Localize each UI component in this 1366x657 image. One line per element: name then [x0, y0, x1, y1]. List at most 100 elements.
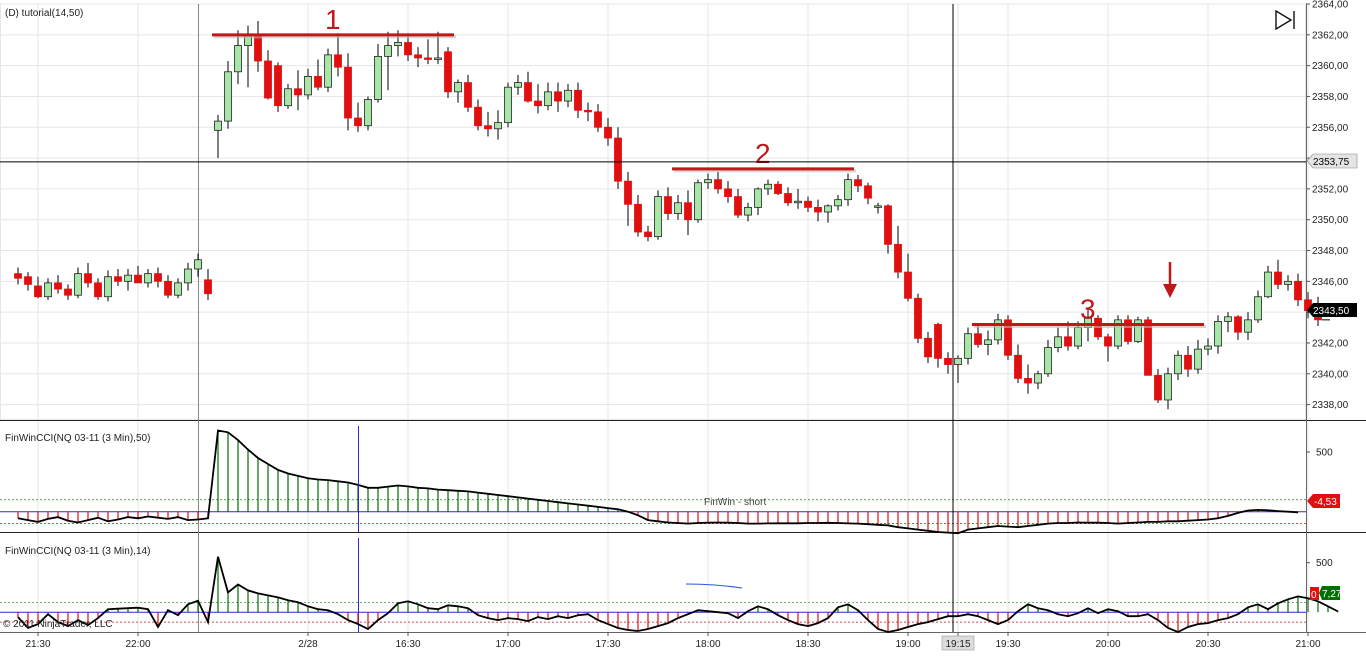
- time-axis-label: 21:30: [25, 639, 50, 650]
- cci14-panel: 500: [0, 556, 1339, 633]
- candle: [834, 195, 842, 211]
- price-axis-label: 2350,00: [1312, 215, 1349, 226]
- cci50-panel: 500: [0, 426, 1333, 632]
- candle-body: [864, 185, 872, 199]
- candle-body: [724, 188, 732, 197]
- price-panel-title: (D) tutorial(14,50): [5, 8, 83, 19]
- candle: [664, 187, 672, 220]
- candle-body: [354, 117, 362, 127]
- candle-body: [1114, 319, 1122, 347]
- candle-body: [1174, 354, 1182, 375]
- candle: [714, 171, 722, 194]
- candle-body: [164, 280, 172, 296]
- candle: [54, 275, 62, 294]
- candle-body: [764, 183, 772, 190]
- candle-body: [104, 276, 112, 298]
- candle: [1044, 339, 1052, 377]
- cci50-panel-title: FinWinCCI(NQ 03-11 (3 Min),50): [5, 433, 150, 444]
- candle: [964, 327, 972, 365]
- time-axis-label: 17:30: [595, 639, 620, 650]
- candle: [1204, 338, 1212, 356]
- candle-body: [1234, 316, 1242, 333]
- level-number-label: 1: [325, 4, 341, 35]
- time-axis-label: 18:30: [795, 639, 820, 650]
- candle: [1134, 316, 1142, 343]
- candle-body: [554, 91, 562, 102]
- candle-body: [274, 65, 282, 107]
- candle: [1104, 333, 1112, 362]
- candle: [14, 267, 22, 285]
- candle-body: [1104, 336, 1112, 347]
- time-axis-label: 21:00: [1295, 639, 1320, 650]
- candle: [274, 62, 282, 112]
- candle: [424, 39, 432, 65]
- candle-body: [224, 71, 232, 122]
- candle-body: [634, 203, 642, 233]
- candle: [974, 326, 982, 348]
- candle: [624, 171, 632, 226]
- price-axis-label: 2360,00: [1312, 61, 1349, 72]
- candle: [734, 188, 742, 219]
- price-axis-label: 2362,00: [1312, 30, 1349, 41]
- price-axis-label: 2348,00: [1312, 246, 1349, 257]
- candle-body: [504, 86, 512, 124]
- candle-body: [884, 205, 892, 245]
- candle-body: [194, 259, 202, 270]
- candle: [314, 59, 322, 91]
- time-axis-label: 18:00: [695, 639, 720, 650]
- candle-body: [974, 333, 982, 345]
- candle: [924, 332, 932, 363]
- candle: [444, 47, 452, 98]
- candle-body: [1284, 280, 1292, 285]
- candle: [1154, 369, 1162, 404]
- price-axis-label: 2364,00: [1312, 0, 1349, 11]
- last-price-label: 2343,50: [1313, 306, 1350, 317]
- candle: [1124, 315, 1132, 345]
- candle-body: [54, 282, 62, 290]
- candle: [324, 48, 332, 92]
- candle-body: [1184, 354, 1192, 370]
- cci-axis-label: 500: [1316, 448, 1333, 459]
- candle-body: [304, 76, 312, 96]
- candle-body: [1194, 348, 1202, 370]
- candle-body: [984, 339, 992, 345]
- candle: [764, 179, 772, 196]
- candle-body: [1134, 319, 1142, 342]
- candle: [134, 265, 142, 284]
- time-axis-label: 20:30: [1195, 639, 1220, 650]
- candle: [654, 190, 662, 240]
- candle-body: [394, 42, 402, 47]
- candle-body: [674, 202, 682, 214]
- candle-body: [654, 196, 662, 238]
- candle-body: [924, 337, 932, 358]
- candle-body: [1204, 345, 1212, 350]
- candle-body: [454, 82, 462, 93]
- candle: [44, 278, 52, 300]
- price-panel: 1 2 3: [14, 4, 1330, 410]
- candle: [1214, 315, 1222, 354]
- candle-body: [464, 82, 472, 108]
- candle: [524, 71, 532, 103]
- candle-body: [1144, 319, 1152, 376]
- candle-body: [694, 182, 702, 221]
- candle-body: [1214, 320, 1222, 347]
- candle-body: [904, 271, 912, 299]
- scroll-to-end-icon[interactable]: [1275, 9, 1295, 31]
- candle-body: [964, 333, 972, 359]
- candle-body: [1034, 373, 1042, 384]
- candle-body: [294, 88, 302, 96]
- candle-body: [324, 54, 332, 88]
- candle: [1244, 312, 1252, 340]
- candle: [904, 253, 912, 302]
- candle: [364, 96, 372, 131]
- candle: [484, 111, 492, 137]
- candle: [104, 270, 112, 302]
- candle: [144, 269, 152, 288]
- candle-body: [834, 199, 842, 207]
- candle: [344, 53, 352, 131]
- candle: [474, 99, 482, 131]
- candle: [384, 31, 392, 91]
- candle: [1164, 367, 1172, 410]
- candle-body: [1024, 377, 1032, 384]
- candle: [1054, 327, 1062, 353]
